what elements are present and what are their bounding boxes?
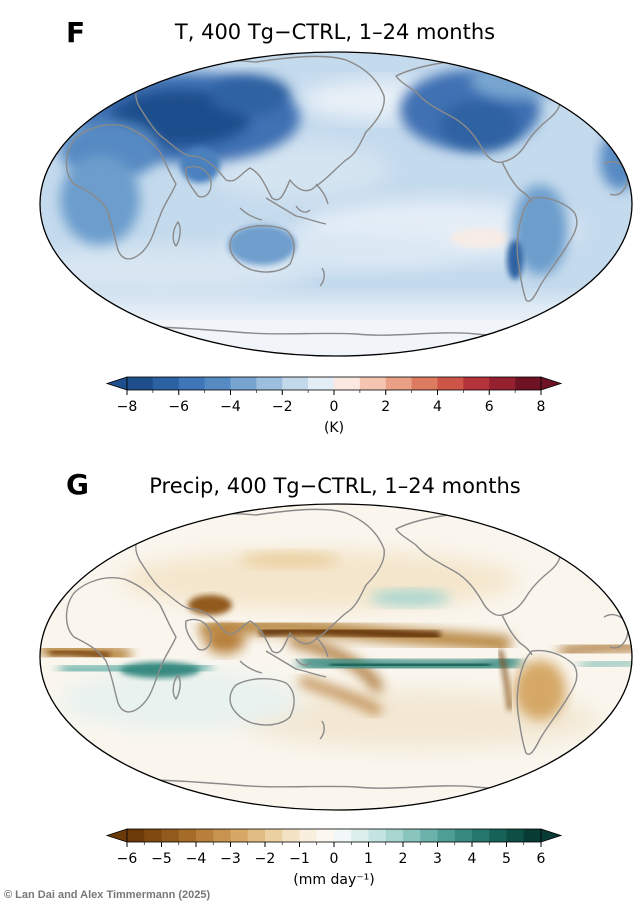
temperature-colorbar-swatch — [152, 377, 180, 390]
temperature-colorbar-tick-label: −8 — [117, 399, 138, 415]
precipitation-colorbar-tick-label: 2 — [399, 851, 408, 867]
temperature-colorbar-swatch — [282, 377, 309, 390]
temperature-colorbar-tick-label: −6 — [168, 399, 189, 415]
temperature-colorbar-extend-low — [105, 376, 128, 391]
precipitation-colorbar-swatch — [472, 829, 490, 842]
precipitation-colorbar-swatch — [161, 829, 180, 842]
temperature-colorbar-swatch — [489, 377, 516, 390]
temperature-colorbar-swatch — [515, 377, 542, 390]
temperature-colorbar-swatch — [308, 377, 335, 390]
temperature-colorbar-tick-label: 8 — [537, 399, 546, 415]
precipitation-colorbar-tick-label: −6 — [117, 851, 138, 867]
precipitation-colorbar-tick-label: 4 — [468, 851, 477, 867]
map-border — [39, 51, 633, 357]
precipitation-colorbar-swatch — [144, 829, 162, 842]
temperature-colorbar-tick-label: 4 — [433, 399, 442, 415]
precipitation-colorbar-swatch — [265, 829, 283, 842]
temperature-colorbar-unit-label: (K) — [324, 420, 344, 436]
precipitation-colorbar-tick-label: −3 — [220, 851, 241, 867]
precipitation-colorbar-tick-label: 3 — [433, 851, 442, 867]
image-credit: © Lan Dai and Alex Timmermann (2025) — [4, 889, 211, 901]
precipitation-colorbar-tick-label: −1 — [289, 851, 310, 867]
map-border — [39, 503, 633, 811]
temperature-colorbar-swatch — [127, 377, 154, 390]
temperature-colorbar-swatch — [359, 377, 387, 390]
temperature-colorbar-swatch — [437, 377, 464, 390]
precipitation-colorbar-swatch — [437, 829, 456, 842]
precipitation-colorbar-swatch — [178, 829, 197, 842]
precipitation-colorbar-swatch — [247, 829, 266, 842]
precipitation-colorbar-tick-label: −5 — [151, 851, 172, 867]
temperature-colorbar-tick-label: 2 — [381, 399, 390, 415]
precipitation-colorbar-tick-label: 0 — [330, 851, 339, 867]
temperature-colorbar-tick-label: 0 — [330, 399, 339, 415]
temperature-colorbar-swatch — [463, 377, 490, 390]
precipitation-colorbar-tick-label: 1 — [364, 851, 373, 867]
precipitation-colorbar-swatch — [403, 829, 421, 842]
precipitation-colorbar-tick-label: −4 — [186, 851, 207, 867]
precipitation-colorbar-swatch — [489, 829, 507, 842]
precipitation-colorbar-extend-low — [105, 828, 128, 843]
precipitation-colorbar-tick-label: 6 — [537, 851, 546, 867]
temperature-colorbar-tick-label: 6 — [485, 399, 494, 415]
precipitation-colorbar-swatch — [368, 829, 387, 842]
temperature-colorbar: −8 −6 −4 −2 0 2 4 6 8 (K) — [105, 376, 563, 436]
precipitation-colorbar-swatch — [127, 829, 145, 842]
panel-letter-f: F — [66, 16, 86, 49]
precipitation-colorbar-swatch — [385, 829, 404, 842]
panel-title-precipitation: Precip, 400 Tg−CTRL, 1–24 months — [149, 474, 521, 498]
precipitation-colorbar-swatch — [420, 829, 438, 842]
precipitation-colorbar-swatch — [316, 829, 335, 842]
precipitation-colorbar-swatch — [282, 829, 300, 842]
temperature-colorbar-tick-label: −4 — [220, 399, 241, 415]
temperature-map — [39, 51, 633, 357]
precipitation-colorbar-extend-high — [540, 828, 563, 843]
temperature-colorbar-tick-label: −2 — [272, 399, 293, 415]
precipitation-colorbar-tick-label: 5 — [502, 851, 511, 867]
temperature-colorbar-swatch — [204, 377, 231, 390]
precipitation-colorbar: −6 −5 −4 −3 −2 −1 0 1 2 3 4 5 6 (mm day⁻¹) — [105, 828, 563, 888]
temperature-colorbar-swatch — [334, 377, 361, 390]
precipitation-colorbar-tick-label: −2 — [255, 851, 276, 867]
precipitation-colorbar-unit-label: (mm day⁻¹) — [293, 872, 374, 888]
temperature-colorbar-swatch — [256, 377, 283, 390]
panel-letter-g: G — [66, 468, 89, 501]
precipitation-map — [39, 503, 633, 811]
temperature-colorbar-swatch — [385, 377, 412, 390]
temperature-colorbar-swatch — [230, 377, 257, 390]
temperature-colorbar-swatch — [178, 377, 205, 390]
temperature-colorbar-extend-high — [540, 376, 563, 391]
panel-title-temperature: T, 400 Tg−CTRL, 1–24 months — [174, 20, 496, 44]
precipitation-colorbar-swatch — [213, 829, 231, 842]
precipitation-colorbar-swatch — [334, 829, 352, 842]
precipitation-colorbar-swatch — [506, 829, 525, 842]
precipitation-colorbar-swatch — [299, 829, 318, 842]
precipitation-colorbar-swatch — [351, 829, 369, 842]
precipitation-colorbar-swatch — [454, 829, 473, 842]
precipitation-colorbar-swatch — [523, 829, 542, 842]
precipitation-colorbar-swatch — [230, 829, 249, 842]
temperature-colorbar-swatch — [411, 377, 438, 390]
precipitation-colorbar-swatch — [196, 829, 214, 842]
